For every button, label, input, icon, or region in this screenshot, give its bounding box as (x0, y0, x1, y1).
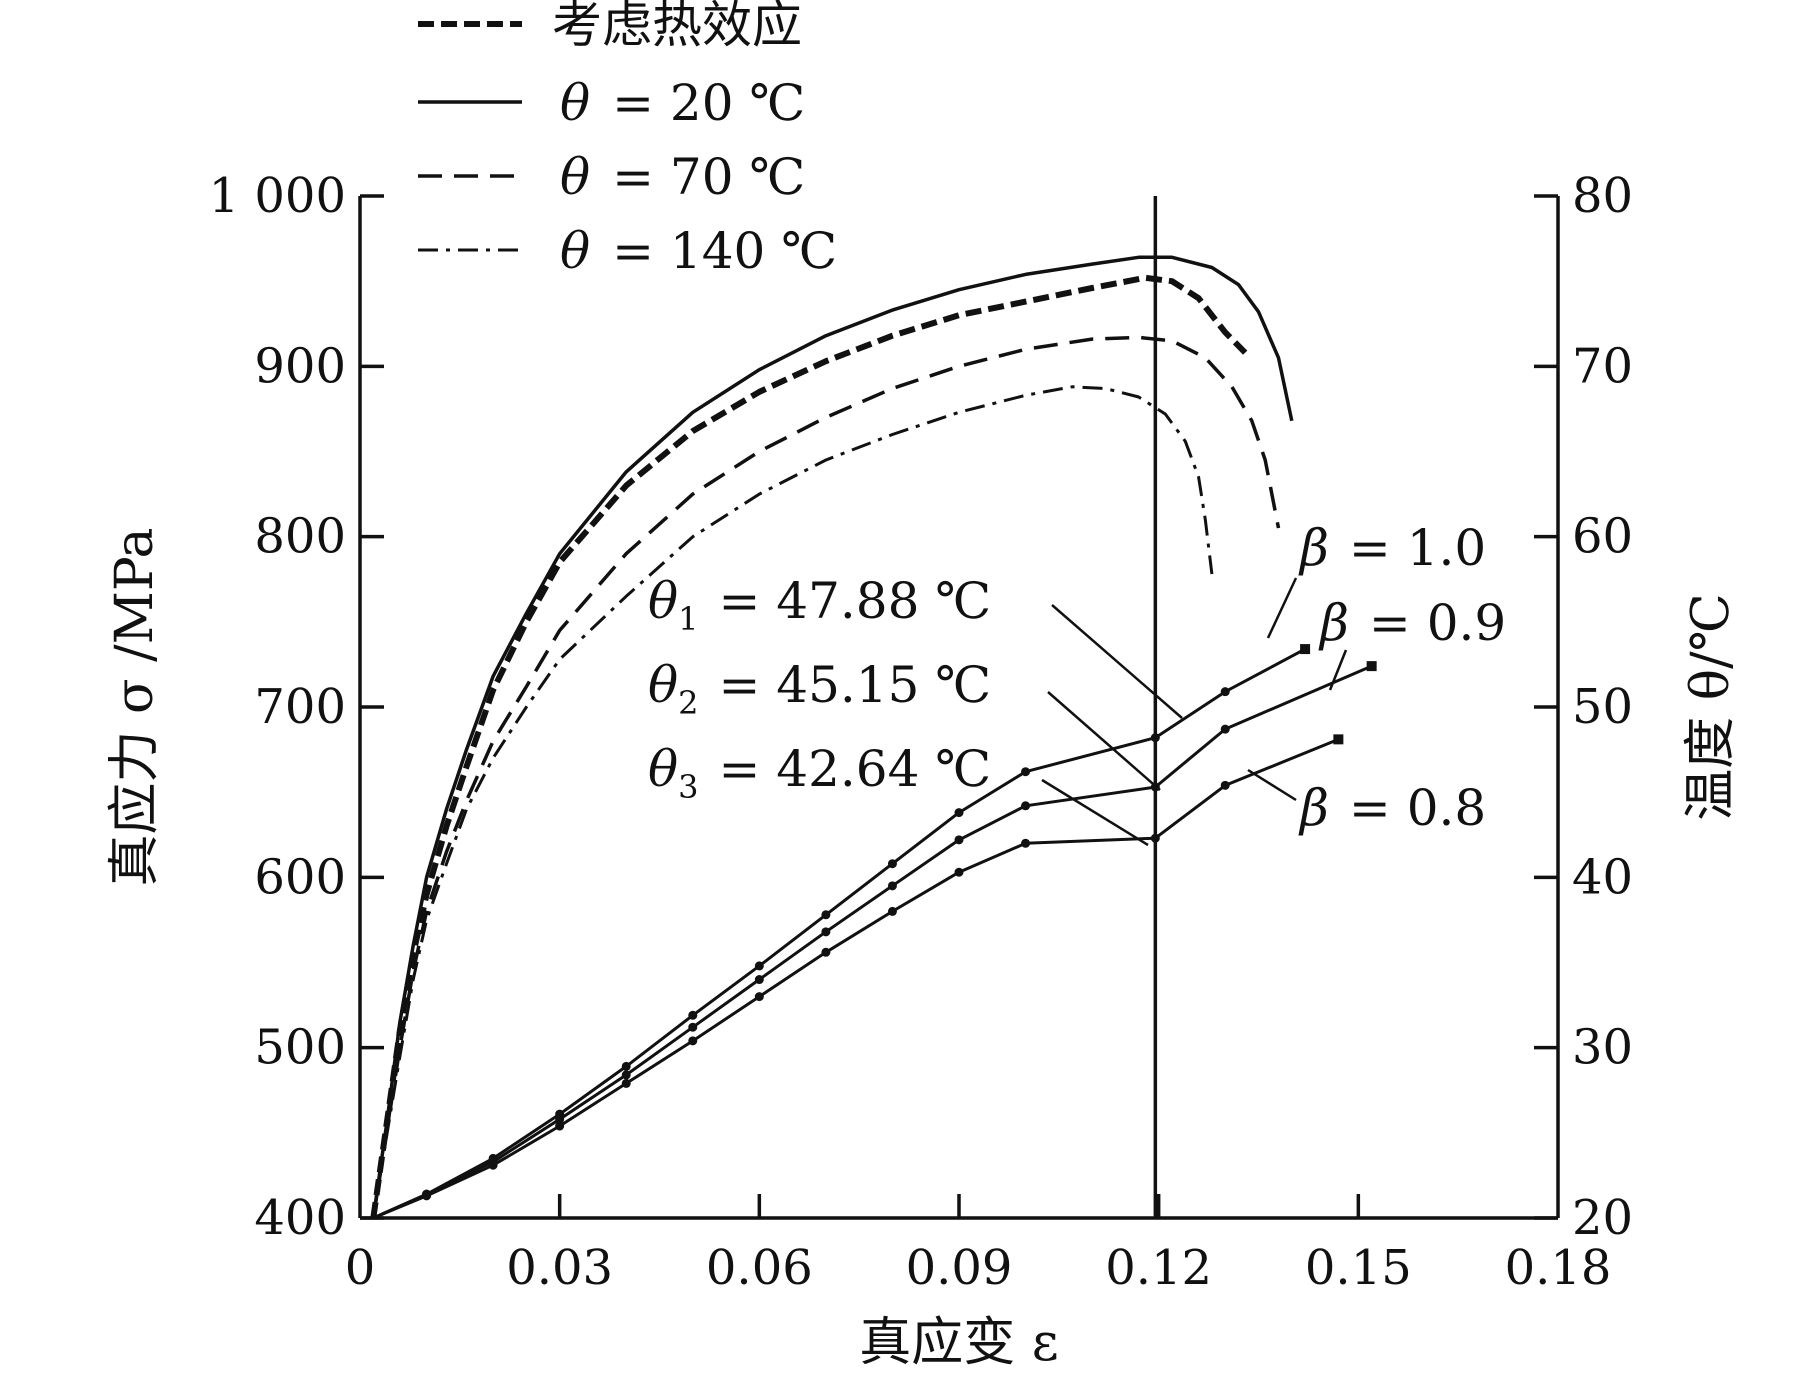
temperature-marker (754, 992, 764, 1002)
legend-label: θ = 20 ℃ (560, 74, 805, 132)
y-left-tick-label: 500 (254, 1020, 346, 1076)
temperature-end-marker (1300, 644, 1311, 655)
theta2-annotation: θ2 = 45.15 ℃ (648, 656, 991, 722)
chart-legend: 考虑热效应 θ = 20 ℃ θ = 70 ℃ θ = 140 ℃ (418, 0, 837, 280)
legend-label: 考虑热效应 (552, 0, 802, 54)
y-right-tick-label: 30 (1572, 1020, 1633, 1076)
theta1-annotation: θ1 = 47.88 ℃ (648, 572, 991, 638)
legend-label: θ = 70 ℃ (560, 148, 805, 206)
temperature-marker (1220, 780, 1230, 790)
temperature-marker (555, 1114, 565, 1124)
temperature-marker (1021, 838, 1031, 848)
stress-curve (371, 335, 1281, 1219)
temperature-marker (1220, 724, 1230, 734)
temperature-marker (754, 975, 764, 985)
temperature-marker (555, 1121, 565, 1131)
temperature-end-marker (1333, 734, 1344, 745)
beta-1-0-annotation: β = 1.0 (1298, 519, 1486, 577)
y-left-tick-label: 900 (254, 338, 346, 394)
temperature-marker (621, 1061, 631, 1071)
temperature-marker (754, 961, 764, 971)
stress-curve (371, 385, 1214, 1219)
temperature-curve (372, 738, 1339, 1220)
temperature-marker (1021, 767, 1031, 777)
y-right-tick-label: 60 (1572, 509, 1633, 565)
y-right-tick-label: 80 (1572, 168, 1633, 224)
temperature-marker (621, 1078, 631, 1088)
temperature-marker (887, 906, 897, 916)
temperature-end-marker (1366, 661, 1377, 672)
theta3-leader (1041, 778, 1149, 847)
chart-annotations: θ1 = 47.88 ℃ θ2 = 45.15 ℃ θ3 = 42.64 ℃ β = 1.0 β… (648, 519, 1506, 847)
temperature-marker (887, 881, 897, 891)
temperature-curve (372, 664, 1373, 1220)
temperature-marker (887, 859, 897, 869)
beta-0-9-annotation: β = 0.9 (1318, 594, 1506, 652)
temperature-marker (954, 835, 964, 845)
theta3-annotation: θ3 = 42.64 ℃ (648, 740, 991, 806)
temperature-marker (1021, 801, 1031, 811)
x-axis-title: 真应变 ε (859, 1313, 1058, 1373)
legend-label: θ = 140 ℃ (560, 222, 837, 280)
y-right-tick-label: 40 (1572, 849, 1633, 905)
beta-0-8-leader (1247, 768, 1297, 802)
y-axis-title-right: 温度 θ/℃ (1681, 593, 1741, 821)
beta-1-0-leader (1266, 577, 1298, 639)
x-tick-label: 0 (345, 1240, 376, 1296)
temperature-marker (621, 1070, 631, 1080)
temperature-curve (372, 647, 1306, 1220)
y-left-tick-label: 1 000 (209, 168, 346, 224)
temperature-marker (688, 1010, 698, 1020)
temperature-marker (488, 1160, 498, 1170)
temperature-marker (821, 927, 831, 937)
temperature-marker (821, 947, 831, 957)
y-left-tick-label: 700 (254, 679, 346, 735)
x-tick-label: 0.03 (506, 1240, 613, 1296)
x-tick-label: 0.06 (706, 1240, 813, 1296)
temperature-marker (1220, 687, 1230, 697)
y-right-tick-label: 70 (1572, 338, 1633, 394)
temperature-marker (954, 808, 964, 818)
temperature-marker (821, 910, 831, 920)
temperature-marker (422, 1191, 432, 1201)
stress-curve (371, 255, 1294, 1219)
x-tick-label: 0.12 (1105, 1240, 1212, 1296)
y-left-tick-label: 800 (254, 509, 346, 565)
theta2-leader (1047, 691, 1161, 791)
y-right-tick-label: 50 (1572, 679, 1633, 735)
temperature-marker (954, 867, 964, 877)
theta1-leader (1051, 604, 1183, 719)
y-left-tick-label: 400 (254, 1190, 346, 1246)
y-left-tick-label: 600 (254, 849, 346, 905)
beta-0-8-annotation: β = 0.8 (1298, 779, 1486, 837)
x-tick-label: 0.09 (906, 1240, 1013, 1296)
x-tick-label: 0.15 (1305, 1240, 1412, 1296)
temperature-marker (688, 1036, 698, 1046)
x-tick-label: 0.18 (1505, 1240, 1612, 1296)
temperature-marker (688, 1022, 698, 1032)
chart-axes: 0 0.03 0.06 0.09 0.12 0.15 0.18 400 500 600 700 800… (105, 168, 1741, 1373)
y-right-tick-label: 20 (1572, 1190, 1633, 1246)
y-axis-title-left: 真应力 σ /MPa (105, 528, 165, 887)
beta-0-9-leader (1328, 649, 1348, 691)
